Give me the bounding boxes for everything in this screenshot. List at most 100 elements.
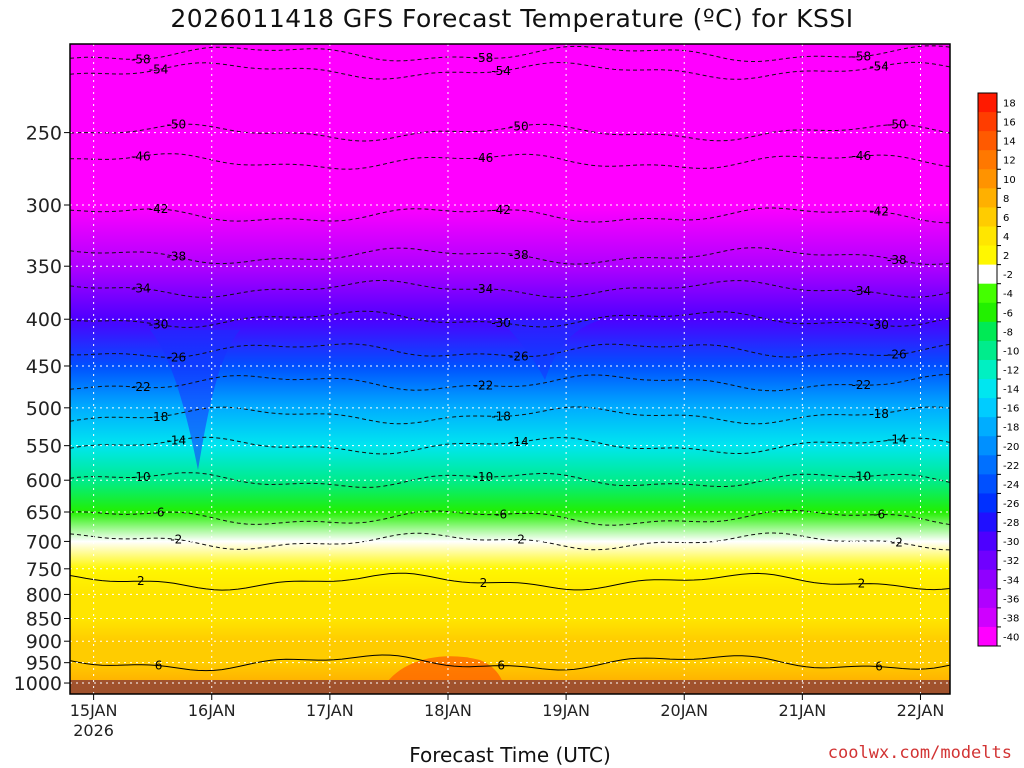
colorbar-swatch <box>978 245 997 266</box>
colorbar-swatch <box>978 550 997 571</box>
colorbar-label: -24 <box>1003 480 1019 491</box>
y-axis: 2503003504004505005506006507007508008509… <box>14 123 70 695</box>
colorbar-swatch <box>978 283 997 304</box>
y-tick-label: 850 <box>26 609 62 631</box>
colorbar-swatch <box>978 112 997 132</box>
contour-line <box>70 279 950 298</box>
colorbar-swatch <box>978 455 997 475</box>
colorbar-label: -18 <box>1003 423 1019 434</box>
contour-label: -38 <box>509 248 529 262</box>
colorbar-swatch <box>978 436 997 456</box>
contour-line <box>70 572 950 591</box>
contour-label: -58 <box>131 52 151 66</box>
contour-label: 2 <box>480 576 488 590</box>
contour-label: -34 <box>474 282 494 296</box>
contour-label: -54 <box>149 63 169 77</box>
colorbar-swatch <box>978 131 997 151</box>
x-tick-label: 20JAN <box>660 701 708 720</box>
colorbar-label: -8 <box>1003 327 1013 338</box>
colorbar-label: -22 <box>1003 461 1019 472</box>
colorbar-label: -40 <box>1003 632 1019 643</box>
contour-label: 6 <box>497 659 505 673</box>
colorbar-label: 10 <box>1003 175 1016 186</box>
contour-label: -30 <box>491 316 511 330</box>
colorbar-swatch <box>978 169 997 189</box>
contour-label: -18 <box>149 410 169 424</box>
contour-label: -50 <box>887 118 907 132</box>
contour-label: -46 <box>852 149 872 163</box>
x-axis-label: Forecast Time (UTC) <box>409 743 611 767</box>
colorbar-swatch <box>978 264 997 285</box>
colorbar-swatch <box>978 150 997 170</box>
colorbar-swatch <box>978 188 997 208</box>
colorbar-swatch <box>978 493 997 514</box>
colorbar-label: 4 <box>1003 232 1009 243</box>
y-tick-label: 350 <box>26 256 62 278</box>
x-tick-label: 18JAN <box>424 701 472 720</box>
y-tick-label: 800 <box>26 584 62 606</box>
y-tick-label: 700 <box>26 531 62 553</box>
contour-label: -18 <box>491 409 511 423</box>
colorbar-label: -6 <box>1003 308 1013 319</box>
contour-label: -6 <box>495 507 507 521</box>
contour-line <box>70 61 950 80</box>
contour-line <box>70 472 950 488</box>
credit-link[interactable]: coolwx.com/modelts <box>827 743 1012 763</box>
colorbar-label: -34 <box>1003 575 1019 586</box>
colorbar-swatch <box>978 226 997 247</box>
colorbar-label: -10 <box>1003 346 1019 357</box>
contour-label: -50 <box>167 118 187 132</box>
contour-label: -2 <box>513 533 525 547</box>
contour-line <box>70 45 950 62</box>
contour-label: -38 <box>887 253 907 267</box>
colorbar: 18 16 14 12 10 8 6 4 2 -2 -4 -6 -8 -10 -12 -14 -16 -18 -20… <box>977 92 1019 647</box>
colorbar-label: 2 <box>1003 251 1009 262</box>
colorbar-swatch <box>978 398 997 418</box>
contour-label: -58 <box>474 51 494 65</box>
colorbar-swatch <box>978 512 997 533</box>
colorbar-label: 6 <box>1003 213 1009 224</box>
vertical-grid <box>93 44 921 694</box>
contour-label: -22 <box>474 379 494 393</box>
colorbar-label: -16 <box>1003 404 1019 415</box>
contour-label: -30 <box>869 318 889 332</box>
colorbar-swatch <box>978 340 997 361</box>
colorbar-swatch <box>978 359 997 380</box>
y-tick-label: 500 <box>26 398 62 420</box>
colorbar-label: -26 <box>1003 499 1019 510</box>
contour-label: -10 <box>852 470 872 484</box>
x-start-year: 2026 <box>73 721 114 740</box>
contour-label: -14 <box>167 433 187 447</box>
contour-label: -2 <box>891 535 903 549</box>
contour-line <box>70 532 950 551</box>
colorbar-label: -38 <box>1003 613 1019 624</box>
contour-line <box>70 509 950 526</box>
contour-label: -54 <box>869 60 889 74</box>
colorbar-swatch <box>978 474 997 494</box>
y-tick-label: 650 <box>26 502 62 524</box>
contour-label: -42 <box>869 205 889 219</box>
contour-lines <box>70 45 950 672</box>
contour-label: -10 <box>474 470 494 484</box>
contour-label: -10 <box>131 470 151 484</box>
contour-label: -26 <box>167 350 187 364</box>
contour-label: -30 <box>149 318 169 332</box>
y-tick-label: 950 <box>26 653 62 675</box>
contour-line <box>70 373 950 392</box>
contour-label: -26 <box>887 348 907 362</box>
contour-line <box>70 343 950 358</box>
colorbar-label: -4 <box>1003 289 1013 300</box>
y-tick-label: 600 <box>26 470 62 492</box>
colorbar-frame <box>977 92 998 647</box>
contour-label: -54 <box>491 64 511 78</box>
cold-dip-19jan <box>500 320 600 380</box>
y-tick-label: 450 <box>26 356 62 378</box>
contour-label: 6 <box>155 659 163 673</box>
ground-strip <box>70 680 950 694</box>
contour-label: 2 <box>137 574 145 588</box>
contour-label: 2 <box>858 577 866 591</box>
colorbar-label: 8 <box>1003 194 1009 205</box>
contour-label: -38 <box>167 250 187 264</box>
x-tick-label: 16JAN <box>188 701 236 720</box>
x-tick-label: 22JAN <box>897 701 945 720</box>
